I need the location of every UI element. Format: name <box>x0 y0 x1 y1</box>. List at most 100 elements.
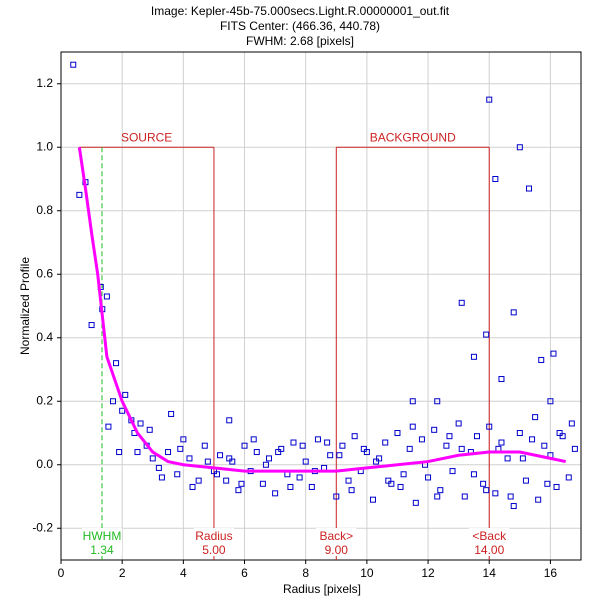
data-point <box>538 356 545 363</box>
data-point <box>370 496 376 503</box>
data-point <box>195 477 202 484</box>
data-point <box>373 458 380 465</box>
marker-label-bg <box>81 528 122 556</box>
y-tick-label: 0.4 <box>36 330 53 344</box>
data-point <box>134 449 141 456</box>
marker-label-bg <box>469 528 510 556</box>
data-point <box>149 455 156 462</box>
fit-line <box>77 147 567 473</box>
data-point <box>486 423 493 430</box>
data-point <box>522 477 529 484</box>
data-point <box>226 455 233 462</box>
data-point <box>559 433 566 440</box>
title-line: FITS Center: (466.36, 440.78) <box>220 19 380 33</box>
data-point <box>526 185 532 192</box>
data-point <box>266 455 272 462</box>
data-point <box>446 433 453 440</box>
data-point <box>556 430 563 436</box>
data-point <box>437 487 444 494</box>
data-point <box>186 455 193 462</box>
data-point <box>76 191 83 198</box>
data-point <box>296 474 303 481</box>
data-point <box>492 490 499 497</box>
y-tick-label: 0.8 <box>36 203 53 217</box>
x-tick-label: 16 <box>544 566 558 580</box>
data-point <box>486 96 493 103</box>
data-point <box>158 474 165 481</box>
data-point <box>425 474 432 481</box>
data-point <box>235 487 242 494</box>
data-point <box>105 423 112 430</box>
data-point <box>397 483 404 490</box>
data-point <box>116 449 123 456</box>
marker-label-bg <box>193 528 234 556</box>
data-point <box>529 436 536 443</box>
data-point <box>409 423 416 430</box>
data-point <box>492 176 499 182</box>
data-point <box>400 471 407 478</box>
x-tick-label: 10 <box>360 566 374 580</box>
data-point <box>122 391 129 398</box>
x-tick-label: 4 <box>180 566 187 580</box>
data-point <box>360 445 367 452</box>
data-point <box>483 487 490 494</box>
data-point <box>461 493 468 500</box>
data-point <box>568 420 575 427</box>
data-point <box>516 430 523 436</box>
data-point <box>88 322 95 329</box>
marker-name: HWHM <box>83 529 122 543</box>
data-point <box>174 471 181 478</box>
data-point <box>406 445 413 452</box>
data-point <box>204 458 211 465</box>
data-point <box>217 452 224 459</box>
data-point <box>336 452 343 459</box>
data-point <box>418 436 425 443</box>
data-point <box>229 458 236 465</box>
data-point <box>345 477 352 484</box>
data-point <box>532 414 539 421</box>
data-point <box>241 442 248 449</box>
data-point <box>363 449 370 456</box>
data-point <box>544 480 551 487</box>
data-point <box>324 439 331 446</box>
data-point <box>165 449 172 456</box>
data-point <box>385 477 392 484</box>
data-point <box>516 144 523 151</box>
data-point <box>238 480 245 487</box>
y-tick-label: 0.2 <box>36 393 53 407</box>
data-point <box>535 496 542 503</box>
data-point <box>434 493 441 500</box>
x-tick-label: 2 <box>119 566 126 580</box>
y-tick-label: 0.6 <box>36 266 53 280</box>
data-point <box>565 474 572 481</box>
data-point <box>201 442 208 449</box>
data-point <box>119 407 126 414</box>
region-label: SOURCE <box>121 130 172 144</box>
data-point <box>412 499 419 506</box>
data-point <box>146 426 153 433</box>
data-point <box>302 458 309 465</box>
data-point <box>262 461 269 468</box>
marker-label-bg <box>316 528 357 556</box>
x-tick-label: 14 <box>483 566 497 580</box>
title-line: FWHM: 2.68 [pixels] <box>246 34 354 48</box>
data-point <box>498 376 505 383</box>
data-point <box>550 350 557 357</box>
x-tick-label: 8 <box>302 566 309 580</box>
data-point <box>394 430 401 436</box>
data-point <box>409 398 416 405</box>
x-tick-label: 0 <box>58 566 65 580</box>
data-point <box>70 61 77 68</box>
data-point <box>443 442 450 449</box>
data-point <box>541 442 548 449</box>
x-tick-label: 12 <box>421 566 435 580</box>
title-line: Image: Kepler-45b-75.000secs.Light.R.000… <box>151 4 450 18</box>
region-label: BACKGROUND <box>370 130 456 144</box>
marker-value: 9.00 <box>325 543 349 557</box>
data-point <box>290 439 297 446</box>
data-point <box>308 483 315 490</box>
data-point <box>155 464 162 471</box>
data-point <box>327 452 334 459</box>
data-point <box>351 433 358 440</box>
data-point <box>455 420 462 427</box>
